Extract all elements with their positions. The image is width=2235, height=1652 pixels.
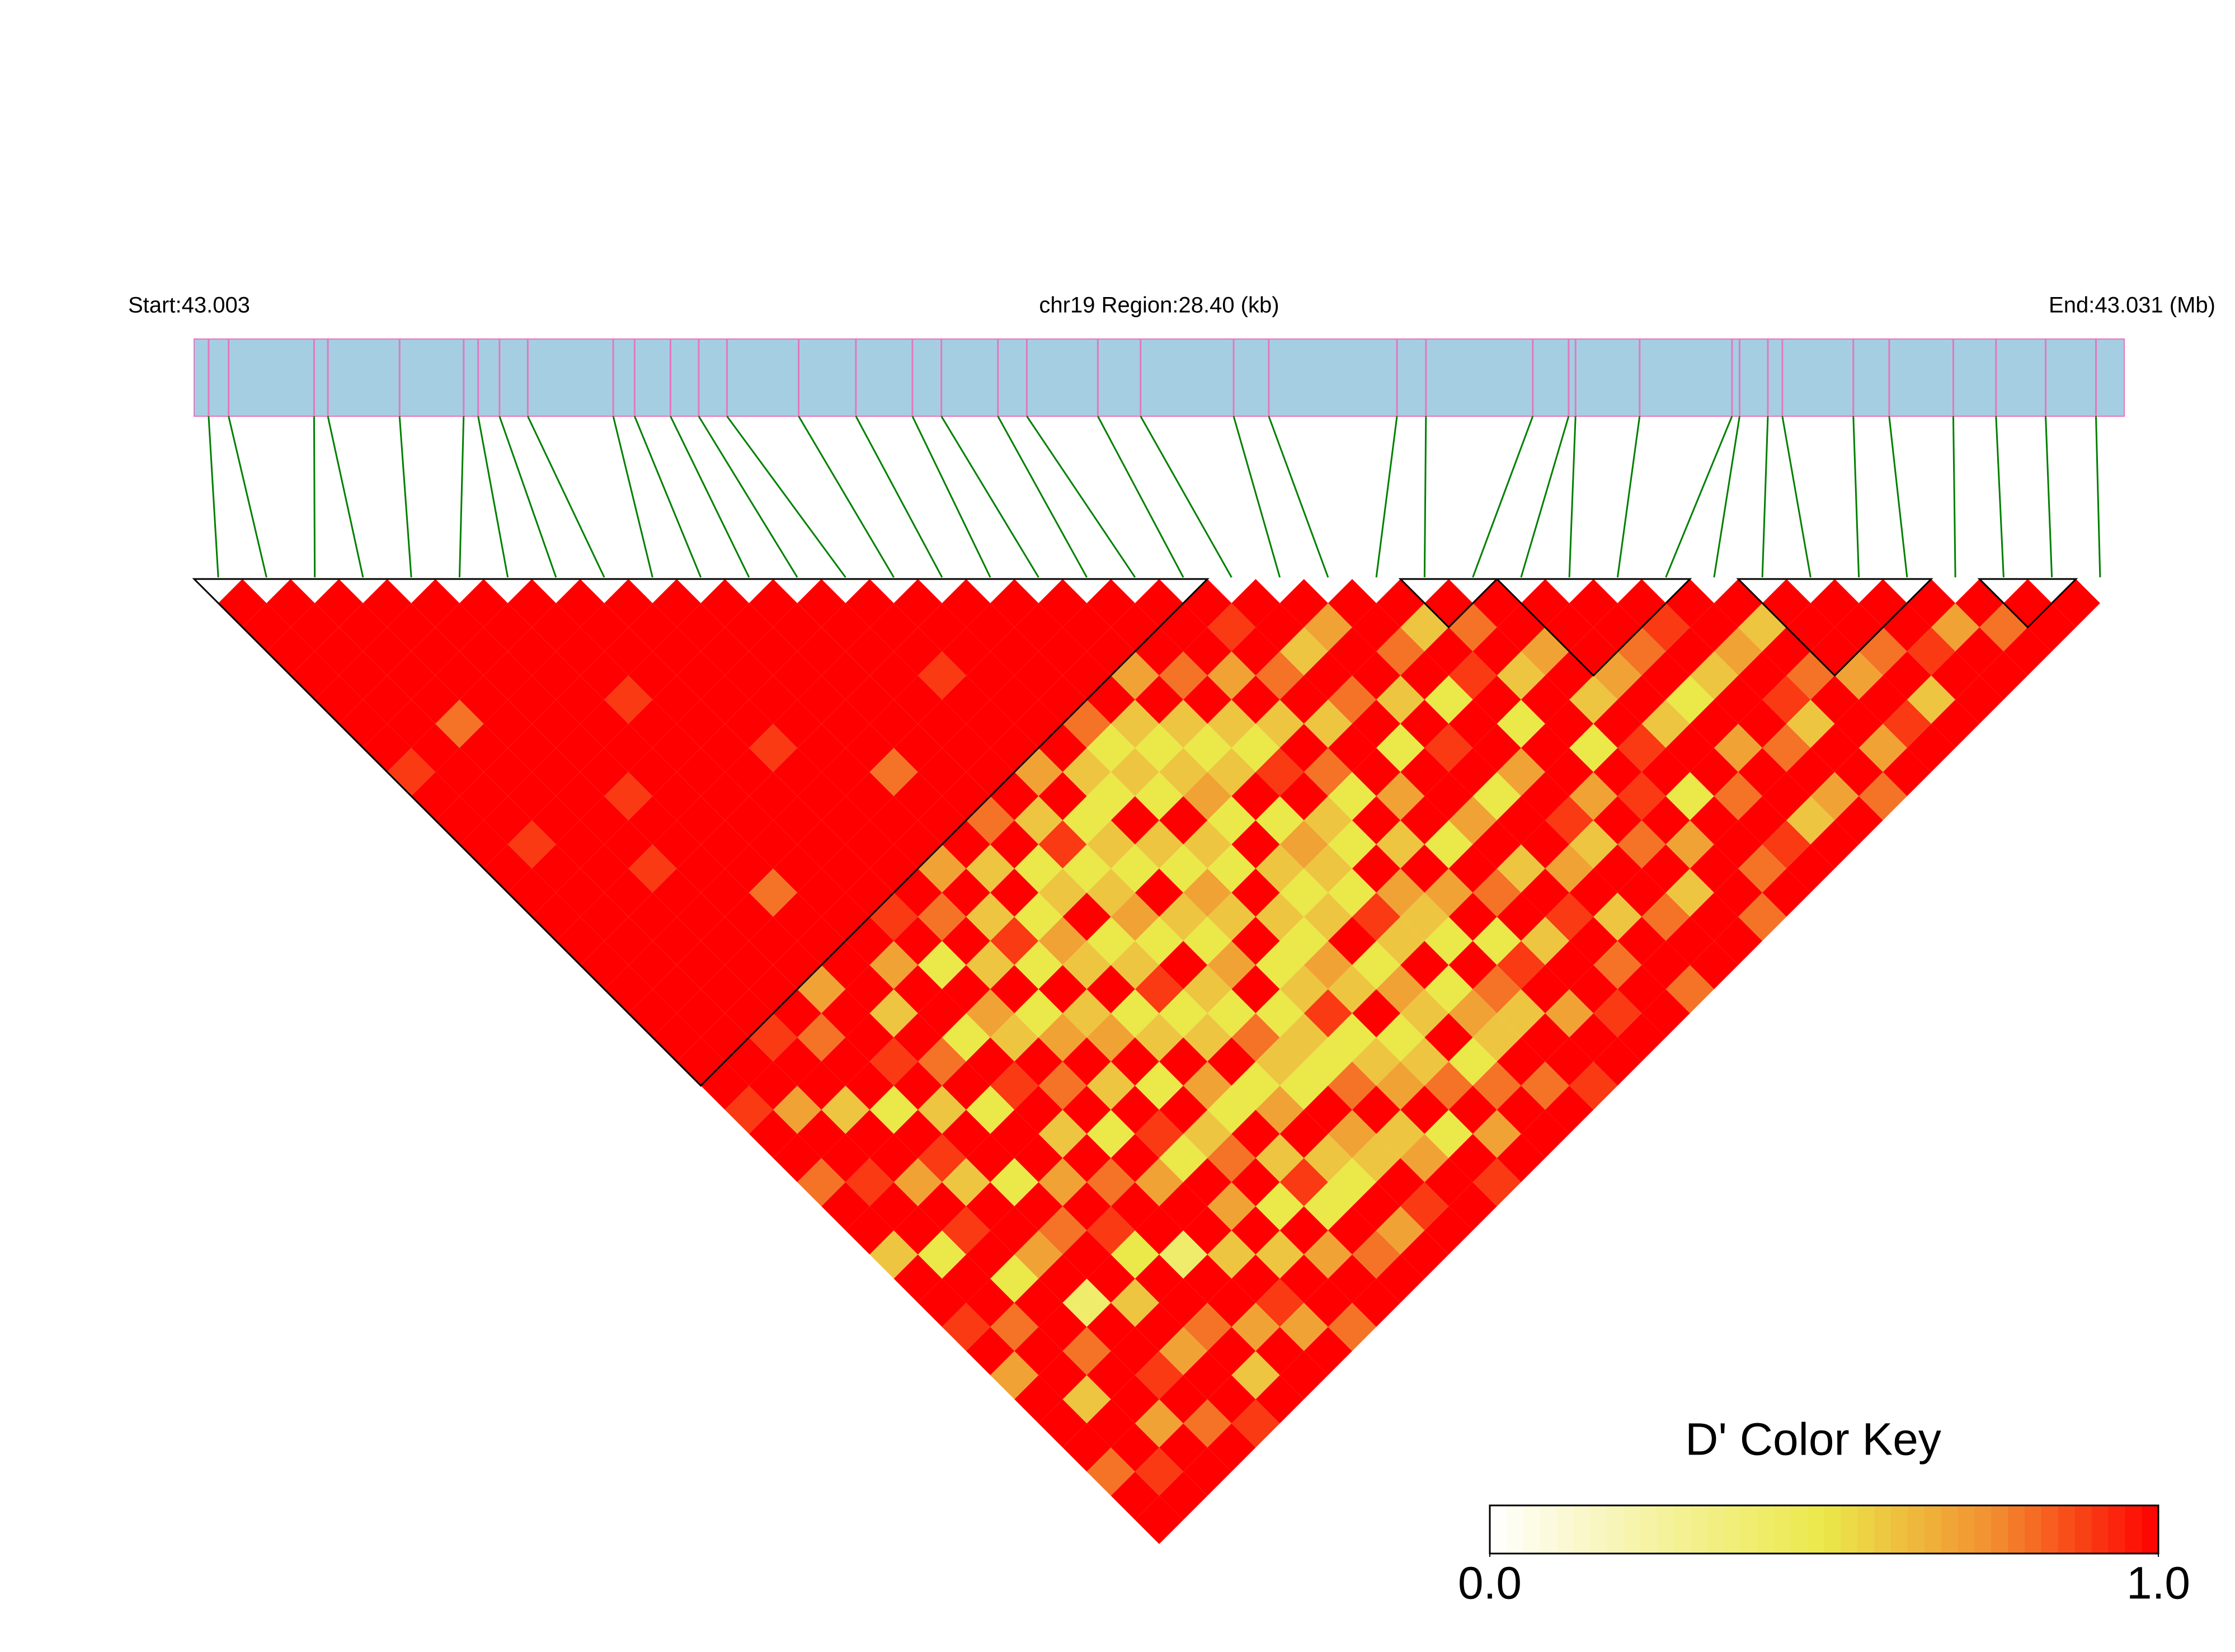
snp-link [698,416,798,578]
snp-link [1888,416,1908,578]
key-swatch [1657,1505,1674,1554]
key-swatch [1790,1505,1808,1554]
key-swatch [1874,1505,1891,1554]
snp-link [633,416,702,578]
ld-block [1736,578,1933,677]
key-tick-label: 0.0 [1458,1558,1522,1609]
ld-block [192,578,1210,1087]
key-swatch [1857,1505,1875,1554]
snp-link [940,416,1039,578]
snp-link [398,416,412,578]
key-swatch [1673,1505,1691,1554]
key-swatch [1607,1505,1624,1554]
snp-link [1375,416,1398,578]
snp-link [1140,416,1232,578]
key-swatch [1974,1505,1992,1554]
key-swatch [1707,1505,1724,1554]
key-swatch [1891,1505,1908,1554]
key-swatch [1740,1505,1758,1554]
key-swatch [2025,1505,2042,1554]
snp-link [1268,416,1329,578]
snp-link [1568,416,1577,578]
snp-link [477,416,509,578]
snp-link [1713,416,1740,578]
snp-link [997,416,1088,578]
snp-link [2095,416,2101,578]
snp-link [228,416,267,578]
key-swatch [2008,1505,2025,1554]
snp-link [911,416,991,578]
key-swatch [1824,1505,1841,1554]
snp-link [798,416,895,578]
key-title: D' Color Key [1685,1414,1941,1465]
key-swatch [2108,1505,2125,1554]
region-label: chr19 Region:28.40 (kb) [1039,293,1279,318]
key-swatch [2074,1505,2092,1554]
key-swatch [1924,1505,1942,1554]
snp-link [1472,416,1534,578]
key-swatch [1958,1505,1975,1554]
key-swatch [2091,1505,2109,1554]
key-swatch [1807,1505,1824,1554]
snp-link [1232,416,1281,578]
snp-link [527,416,605,578]
key-swatch [1941,1505,1958,1554]
key-swatch [2041,1505,2059,1554]
ld-block [1398,578,1499,629]
snp-link [1781,416,1811,578]
snp-link [1423,416,1427,578]
snp-link [1665,416,1733,578]
snp-link [208,416,219,578]
snp-link [726,416,846,578]
key-swatch [1506,1505,1524,1554]
key-swatch [2125,1505,2142,1554]
key-swatch [1640,1505,1658,1554]
snp-link [1616,416,1641,578]
start-label: Start:43.003 [128,293,250,318]
snp-link [327,416,364,578]
ld-block [1495,578,1692,677]
snp-link [1520,416,1570,578]
snp-link [670,416,750,578]
snp-link [612,416,653,578]
end-label: End:43.031 (Mb) [2049,293,2215,318]
key-swatch [1540,1505,1557,1554]
key-swatch [1757,1505,1775,1554]
key-swatch [1490,1505,1507,1554]
snp-link [1026,416,1136,578]
snp-link [1761,416,1769,578]
snp-link [1852,416,1860,578]
snp-link [2045,416,2053,578]
key-swatch [1624,1505,1641,1554]
snp-link [1097,416,1184,578]
key-swatch [1991,1505,2008,1554]
key-swatch [1907,1505,1925,1554]
key-swatch [1773,1505,1791,1554]
key-swatch [1841,1505,1858,1554]
snp-bar [194,338,2125,417]
snp-link [458,416,465,578]
key-swatch [1523,1505,1541,1554]
key-swatch [1724,1505,1741,1554]
snp-link [498,416,557,578]
key-tick-label: 1.0 [2126,1558,2190,1609]
key-swatch [2058,1505,2076,1554]
key-swatch [2142,1505,2159,1554]
ld-block [1977,578,2078,629]
key-swatch [1590,1505,1607,1554]
key-swatch [1573,1505,1591,1554]
key-frame [1489,1504,2159,1555]
snp-link [855,416,943,578]
key-swatch [1690,1505,1707,1554]
snp-link [1995,416,2005,578]
key-swatch [1556,1505,1574,1554]
snp-link [1952,416,1956,578]
